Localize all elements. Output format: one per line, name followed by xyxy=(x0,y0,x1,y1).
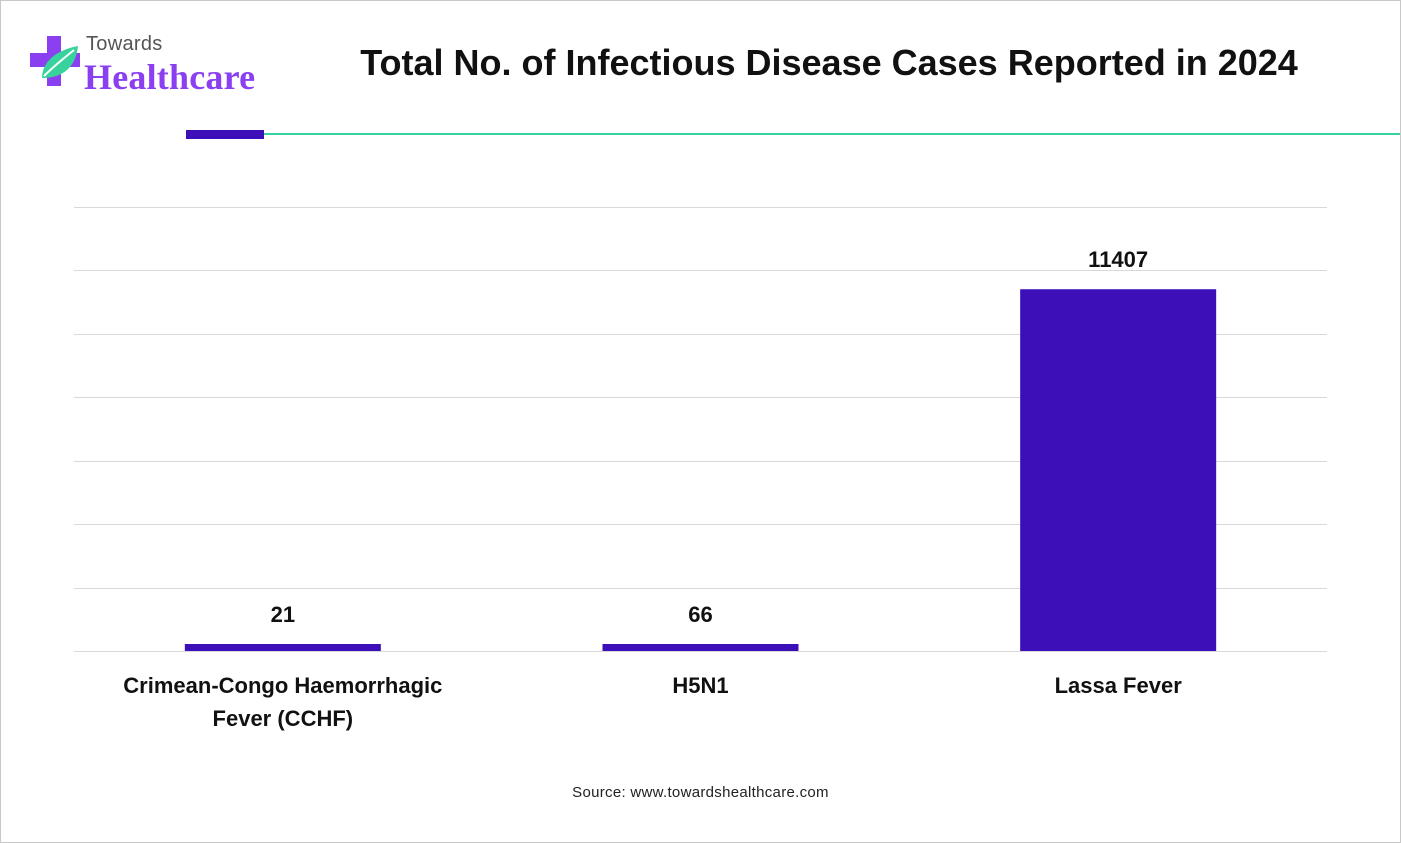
bar-0 xyxy=(184,644,381,651)
bars xyxy=(184,289,1217,651)
brand-healthcare: Healthcare xyxy=(84,57,256,97)
chart-title: Total No. of Infectious Disease Cases Re… xyxy=(360,42,1298,83)
bar-2 xyxy=(1020,289,1217,651)
category-label-0-line-1: Fever (CCHF) xyxy=(213,706,354,731)
medical-cross-leaf-icon xyxy=(30,36,80,86)
brand-towards: Towards xyxy=(86,33,163,55)
bar-1 xyxy=(602,644,799,651)
category-labels: Crimean-Congo Haemorrhagic Fever (CCHF) H5… xyxy=(123,673,1182,731)
category-label-1-line-0: H5N1 xyxy=(672,673,728,698)
title-accent-line xyxy=(264,133,1400,135)
data-label-1: 66 xyxy=(688,602,712,627)
category-label-0-line-0: Crimean-Congo Haemorrhagic xyxy=(123,673,442,698)
data-label-0: 21 xyxy=(271,602,295,627)
title-accent-bar xyxy=(186,130,264,139)
data-label-2: 11407 xyxy=(1088,247,1148,272)
brand-logo: Towards Healthcare xyxy=(28,30,268,100)
data-labels: 21 66 11407 xyxy=(271,247,1149,627)
category-label-2-line-0: Lassa Fever xyxy=(1055,673,1183,698)
source-note: Source: www.towardshealthcare.com xyxy=(572,784,829,801)
